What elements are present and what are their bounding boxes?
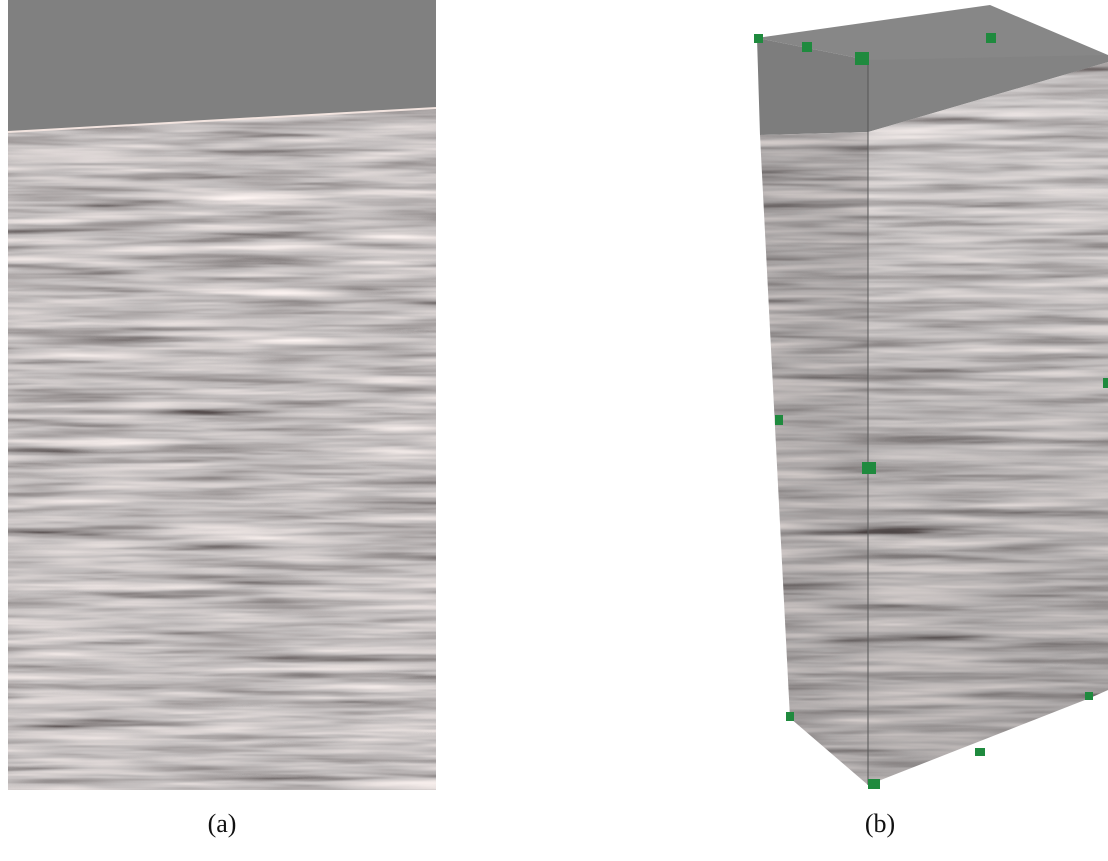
handles [754, 33, 1108, 789]
right-face [868, 62, 1108, 785]
handle [868, 779, 880, 789]
handle [862, 462, 876, 474]
handle [802, 42, 812, 52]
panel-b [754, 5, 1108, 789]
handle [786, 712, 794, 721]
handle [775, 415, 783, 425]
caption: (a) [208, 809, 237, 838]
handle [986, 33, 996, 43]
left-face [760, 132, 868, 785]
seafloor [7, 107, 437, 133]
panel-a [7, 0, 437, 790]
left-face-top [757, 38, 868, 135]
handle [1103, 378, 1108, 388]
handle [975, 748, 985, 756]
right-face-top [868, 55, 1108, 132]
handle [1085, 692, 1093, 700]
caption: (b) [865, 809, 895, 838]
handle [754, 34, 763, 43]
seismic-section [8, 108, 436, 790]
handle [855, 52, 869, 65]
